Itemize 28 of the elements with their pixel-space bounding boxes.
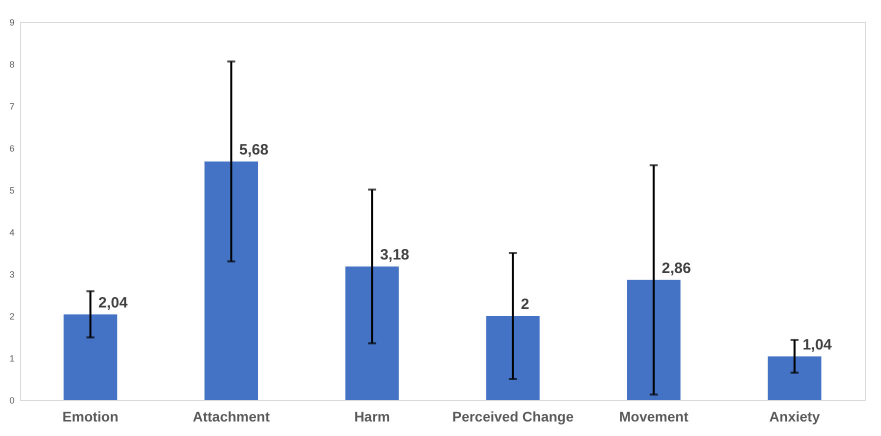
bar (204, 161, 258, 400)
y-tick-label: 0 (9, 396, 14, 406)
x-tick-label: Emotion (62, 408, 118, 424)
data-label: 2,86 (662, 260, 691, 277)
y-tick-label: 7 (9, 102, 14, 112)
data-label: 2,04 (98, 294, 128, 312)
data-label: 2 (520, 296, 530, 313)
data-label: 3,18 (380, 246, 410, 264)
y-tick-label: 9 (9, 18, 14, 28)
x-tick-label: Movement (619, 408, 689, 424)
x-tick-label: Attachment (192, 408, 270, 424)
x-tick-label: Anxiety (769, 408, 820, 424)
bar (626, 280, 681, 400)
y-tick-label: 5 (9, 186, 14, 196)
bar (768, 356, 822, 400)
y-tick-label: 4 (9, 228, 14, 238)
y-tick-label: 8 (9, 60, 14, 70)
data-label: 1,04 (802, 336, 832, 354)
y-tick-label: 6 (9, 144, 14, 154)
x-tick-label: Perceived Change (452, 408, 574, 424)
y-tick-label: 3 (9, 270, 14, 280)
data-label: 5,68 (239, 141, 268, 158)
bar (64, 314, 118, 400)
bar (486, 316, 540, 400)
x-tick-label: Harm (354, 408, 390, 424)
y-tick-label: 2 (9, 312, 14, 322)
bar (345, 266, 399, 400)
y-tick-label: 1 (9, 354, 14, 364)
